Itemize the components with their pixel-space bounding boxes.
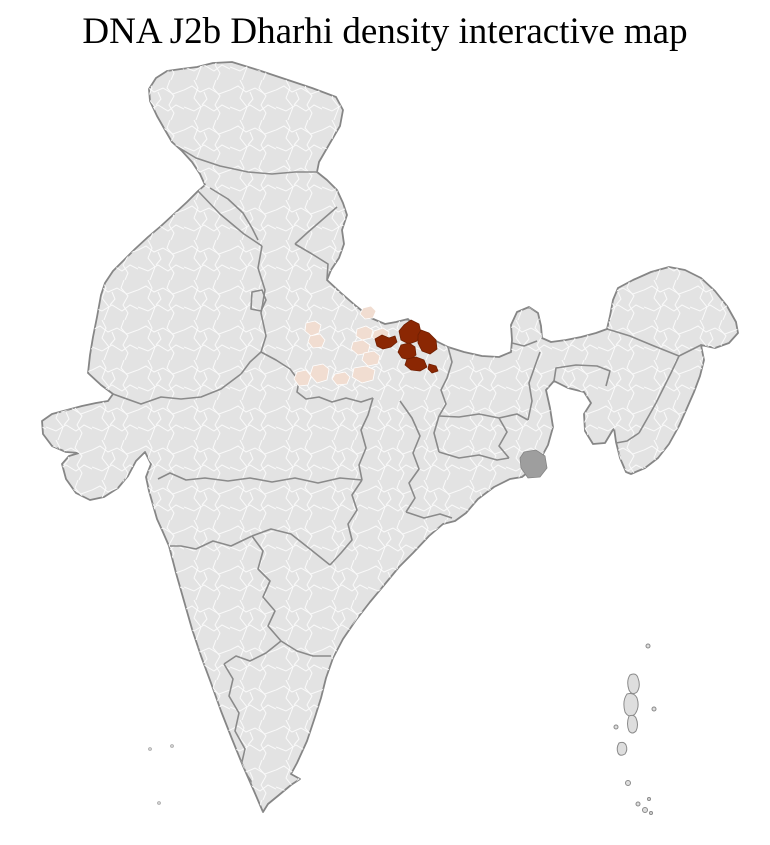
high-density-districts[interactable] (374, 319, 439, 374)
island[interactable] (148, 747, 152, 751)
low-density-district[interactable] (307, 333, 326, 349)
high-density-district[interactable] (427, 363, 439, 374)
low-density-district[interactable] (359, 305, 377, 320)
low-density-district[interactable] (351, 365, 376, 384)
island[interactable] (647, 797, 651, 801)
lakshadweep-islands[interactable] (148, 744, 174, 805)
island[interactable] (635, 801, 641, 807)
page-title: DNA J2b Dharhi density interactive map (82, 11, 688, 52)
low-density-districts[interactable] (293, 305, 390, 387)
island[interactable] (623, 693, 639, 717)
high-density-district[interactable] (374, 334, 398, 350)
island[interactable] (651, 706, 657, 712)
island[interactable] (170, 744, 174, 748)
island[interactable] (616, 741, 628, 756)
district-mesh (42, 62, 738, 812)
high-density-district[interactable] (404, 356, 428, 372)
low-density-district[interactable] (293, 369, 312, 387)
state-borders (112, 145, 702, 795)
low-density-district[interactable] (361, 350, 381, 367)
island[interactable] (645, 643, 651, 649)
low-density-district[interactable] (355, 325, 374, 341)
high-density-district[interactable] (398, 319, 422, 345)
island[interactable] (642, 807, 648, 813)
low-density-district[interactable] (304, 320, 322, 337)
island[interactable] (157, 801, 161, 805)
low-density-district[interactable] (331, 371, 351, 386)
sundarbans-delta-area (519, 449, 548, 479)
high-density-district[interactable] (417, 329, 438, 355)
andaman-nicobar-islands[interactable] (613, 643, 657, 815)
island[interactable] (627, 673, 640, 695)
island[interactable] (613, 724, 619, 730)
island[interactable] (649, 811, 653, 815)
island[interactable] (625, 780, 631, 786)
island[interactable] (627, 714, 638, 734)
